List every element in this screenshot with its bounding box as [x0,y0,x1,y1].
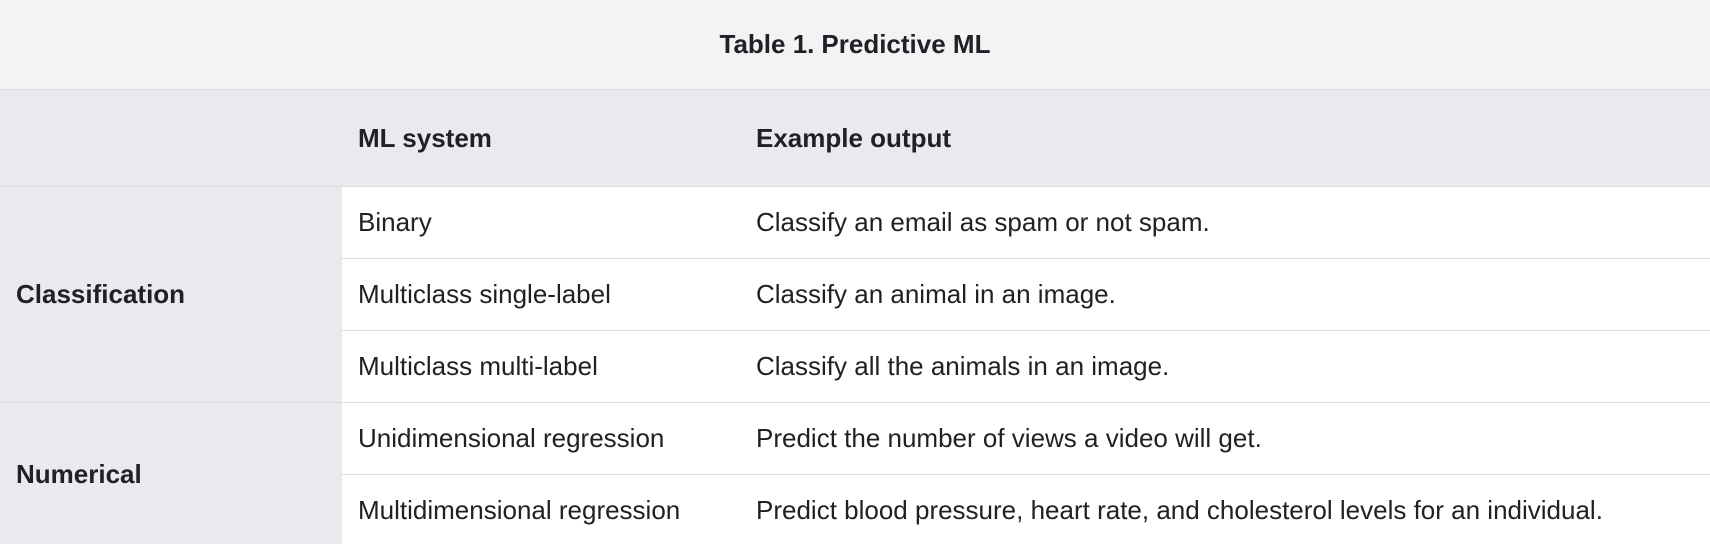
ml-system-cell: Multiclass single-label [342,258,740,331]
table-caption-title: Predictive ML [821,29,991,59]
group-classification: Classification [0,186,342,403]
table-row: Multiclass multi-label Classify all the … [0,330,1710,403]
header-category [0,90,342,187]
example-output-cell: Classify an animal in an image. [740,258,1710,331]
ml-system-cell: Multidimensional regression [342,474,740,544]
predictive-ml-table: ML system Example output Classification … [0,90,1710,544]
group-numerical: Numerical [0,402,342,544]
ml-system-cell: Multiclass multi-label [342,330,740,403]
table-caption-label: Table 1. [719,29,815,59]
header-example-output: Example output [740,90,1710,187]
example-output-cell: Classify all the animals in an image. [740,330,1710,403]
table-row: Numerical Unidimensional regression Pred… [0,402,1710,544]
ml-system-cell: Unidimensional regression [342,402,740,475]
ml-system-cell: Binary [342,186,740,259]
example-output-cell: Classify an email as spam or not spam. [740,186,1710,259]
table-row: Classification Binary Classify an email … [0,186,1710,403]
example-output-cell: Predict blood pressure, heart rate, and … [740,474,1710,544]
table-header-row: ML system Example output [0,90,1710,187]
table-row: Multiclass single-label Classify an anim… [0,258,1710,331]
table-caption: Table 1. Predictive ML [0,0,1710,90]
example-output-cell: Predict the number of views a video will… [740,402,1710,475]
table-row: Multidimensional regression Predict bloo… [0,474,1710,544]
header-ml-system: ML system [342,90,740,187]
